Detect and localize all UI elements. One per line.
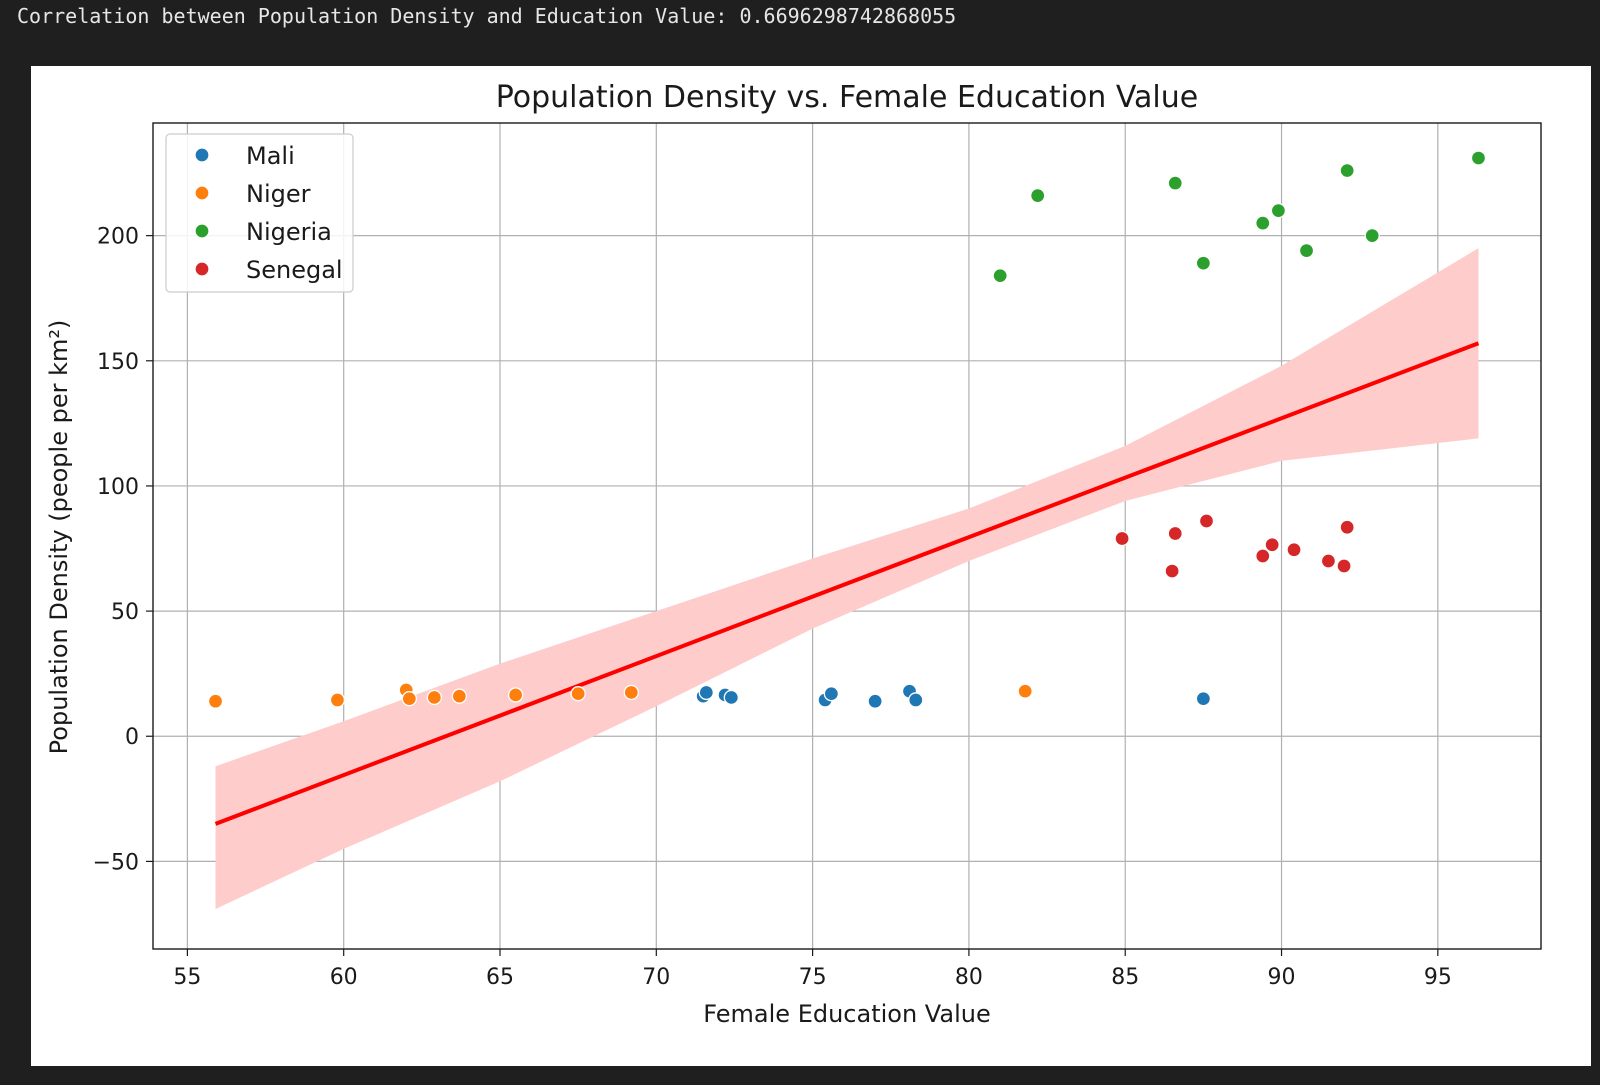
correlation-output-text: Correlation between Population Density a… (17, 4, 957, 28)
chart-title: Population Density vs. Female Education … (496, 80, 1198, 115)
y-tick-label: 50 (111, 600, 139, 625)
data-point-nigeria (1167, 175, 1183, 191)
data-point-niger (207, 693, 224, 709)
data-point-nigeria (1364, 227, 1380, 244)
chart-figure: 55 60 65 70 75 80 85 90 95 −50 0 50 100 150 200 Popula… (31, 66, 1591, 1066)
x-tick-label: 75 (799, 965, 827, 990)
legend-marker (194, 185, 210, 201)
data-point-niger (623, 684, 639, 701)
x-tick-label: 90 (1268, 965, 1296, 990)
data-point-nigeria (992, 268, 1008, 284)
x-tick-label: 60 (330, 965, 358, 990)
data-point-senegal (1336, 558, 1352, 574)
x-tick-label: 70 (642, 965, 670, 990)
data-point-senegal (1198, 513, 1215, 529)
data-point-nigeria (1255, 215, 1271, 231)
legend-label: Mali (246, 142, 295, 170)
data-point-senegal (1320, 553, 1337, 569)
data-point-mali (823, 686, 840, 702)
data-point-niger (451, 688, 468, 704)
data-point-nigeria (1195, 255, 1212, 271)
legend-label: Niger (246, 180, 311, 208)
data-point-senegal (1264, 537, 1280, 553)
x-tick-label: 80 (955, 965, 983, 990)
y-tick-label: 150 (97, 350, 139, 375)
data-point-senegal (1167, 525, 1183, 542)
data-point-niger (329, 692, 346, 708)
legend: Mali Niger Nigeria Senegal (165, 133, 354, 293)
data-point-mali (867, 693, 883, 709)
data-point-senegal (1339, 519, 1355, 535)
y-tick-label: 100 (97, 475, 139, 500)
data-point-nigeria (1298, 243, 1315, 259)
legend-marker (194, 261, 210, 277)
data-point-nigeria (1339, 162, 1355, 179)
x-tick-label: 55 (173, 965, 201, 990)
legend-label: Senegal (246, 256, 343, 284)
x-tick-label: 95 (1424, 965, 1452, 990)
data-point-senegal (1114, 530, 1130, 547)
y-tick-label: −50 (93, 850, 139, 875)
legend-box (165, 133, 354, 293)
data-point-niger (1017, 683, 1033, 699)
data-point-senegal (1286, 542, 1302, 558)
ticks-layer: 55 60 65 70 75 80 85 90 95 −50 0 50 100 150 200 (93, 225, 1452, 990)
data-point-niger (426, 689, 443, 706)
points-layer (207, 150, 1487, 709)
scatter-chart: 55 60 65 70 75 80 85 90 95 −50 0 50 100 150 200 Popula… (45, 80, 1542, 1028)
data-point-niger (401, 691, 417, 707)
data-point-mali (908, 692, 924, 708)
data-point-niger (507, 687, 524, 703)
legend-label: Nigeria (246, 218, 332, 246)
x-tick-label: 85 (1111, 965, 1139, 990)
y-axis-label: Population Density (people per km²) (45, 320, 73, 755)
confidence-band (215, 248, 1479, 909)
data-point-nigeria (1470, 150, 1487, 166)
data-point-nigeria (1030, 187, 1046, 204)
data-point-mali (1195, 691, 1212, 707)
data-point-mali (698, 684, 714, 701)
data-point-mali (723, 689, 739, 706)
data-point-niger (570, 686, 586, 702)
x-tick-label: 65 (486, 965, 514, 990)
y-tick-label: 200 (97, 225, 139, 250)
legend-marker (194, 223, 210, 239)
x-axis-label: Female Education Value (703, 1000, 990, 1028)
regression-line (214, 341, 1480, 826)
data-point-senegal (1164, 563, 1180, 579)
legend-marker (194, 147, 210, 163)
data-point-nigeria (1270, 202, 1287, 219)
plot-frame (152, 122, 1542, 950)
y-tick-label: 0 (125, 725, 139, 750)
data-point-senegal (1255, 548, 1271, 564)
